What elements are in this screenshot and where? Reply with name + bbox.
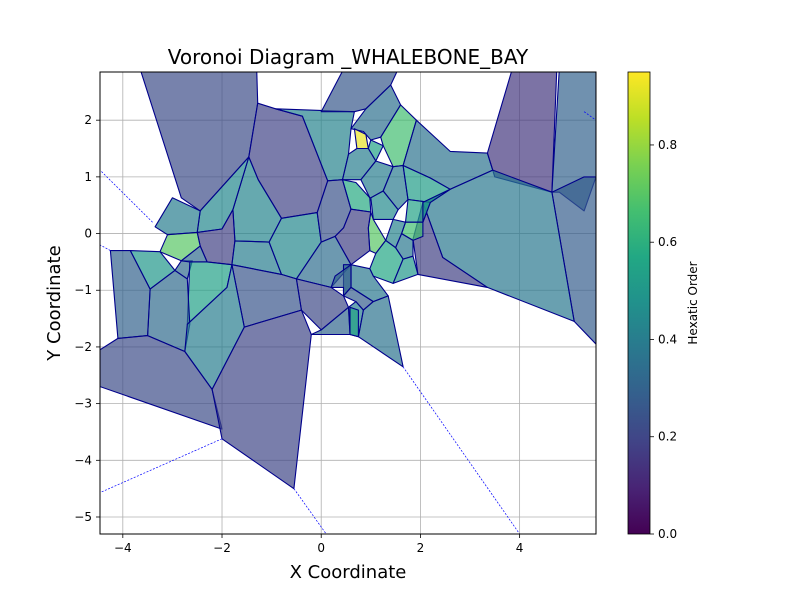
colorbar-tick-label: 0.4: [658, 332, 677, 346]
voronoi-cell: [334, 208, 372, 266]
voronoi-cell: [357, 295, 404, 368]
voronoi-ray: [293, 488, 327, 534]
colorbar-tick-label: 0.8: [658, 138, 677, 152]
y-tick-label: −2: [74, 340, 92, 354]
voronoi-ray: [100, 244, 111, 251]
voronoi-cell: [349, 306, 359, 338]
y-axis-ticks: −5 −4 −3 −2 −1 0 1 2: [74, 113, 100, 524]
y-tick-label: −5: [74, 510, 92, 524]
x-tick-label: 0: [317, 541, 325, 555]
colorbar-label: Hexatic Order: [686, 261, 700, 344]
x-tick-label: −2: [213, 541, 231, 555]
voronoi-cells: [100, 72, 596, 490]
voronoi-ray: [583, 111, 596, 121]
colorbar-tick-label: 0.0: [658, 527, 677, 541]
x-axis-label: X Coordinate: [290, 562, 407, 583]
voronoi-cell: [341, 179, 372, 213]
y-tick-label: 0: [84, 227, 92, 241]
colorbar-tick-label: 0.6: [658, 235, 677, 249]
voronoi-ray: [100, 438, 223, 493]
voronoi-cell: [551, 176, 596, 345]
y-tick-label: 1: [84, 170, 92, 184]
x-axis-ticks: −4 −2 0 2 4: [114, 534, 523, 555]
colorbar: [627, 71, 651, 535]
voronoi-cell: [310, 306, 351, 336]
plot-frame: [99, 71, 597, 535]
voronoi-ray: [402, 366, 520, 534]
voronoi-ray: [100, 169, 153, 223]
voronoi-cell: [392, 255, 419, 284]
chart-title: Voronoi Diagram _WHALEBONE_BAY: [168, 45, 529, 69]
voronoi-rays: [100, 111, 596, 534]
voronoi-cell: [100, 335, 223, 430]
x-tick-label: 4: [516, 541, 524, 555]
colorbar-ticks: 0.0 0.2 0.4 0.6 0.8: [650, 138, 677, 541]
y-tick-label: −4: [74, 453, 92, 467]
voronoi-cell: [422, 188, 451, 223]
y-tick-label: 2: [84, 113, 92, 127]
x-tick-label: 2: [417, 541, 425, 555]
y-tick-label: −1: [74, 283, 92, 297]
voronoi-cell: [370, 190, 399, 220]
y-tick-label: −3: [74, 397, 92, 411]
colorbar-tick-label: 0.2: [658, 430, 677, 444]
x-tick-label: −4: [114, 541, 132, 555]
y-axis-label: Y Coordinate: [44, 245, 65, 361]
voronoi-cell: [109, 250, 151, 339]
